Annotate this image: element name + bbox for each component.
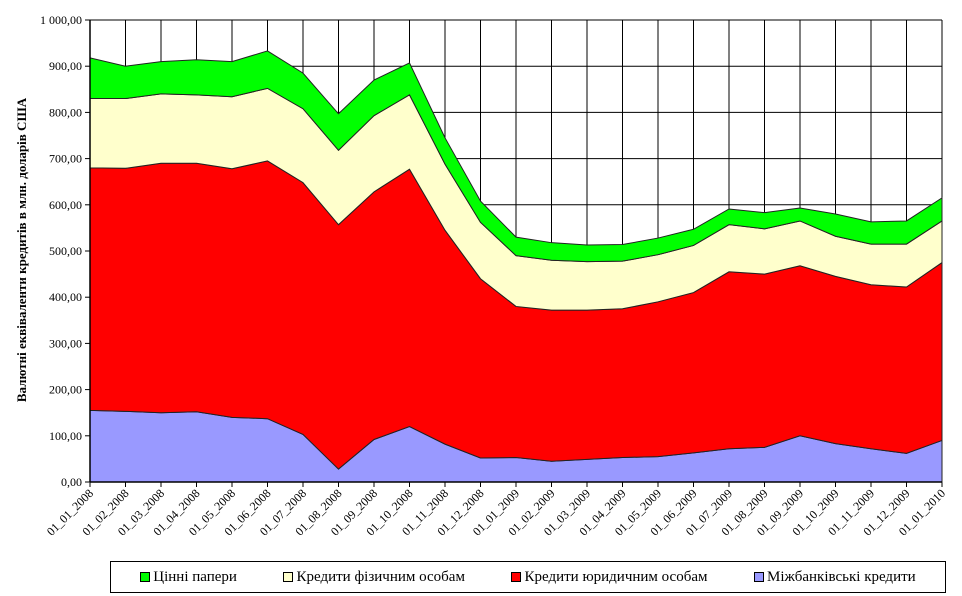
legend-item-individuals: Кредити фізичним особам	[283, 568, 465, 586]
legend-label: Цінні папери	[153, 568, 237, 585]
legend-swatch	[754, 572, 765, 582]
y-axis-label: Валютні еквіваленти кредитів в млн. дола…	[14, 97, 29, 403]
y-tick-label: 300,00	[49, 336, 82, 350]
legend-item-corporate: Кредити юридичним особам	[511, 568, 708, 586]
y-tick-label: 1 000,00	[40, 13, 82, 27]
legend-item-securities: Цінні папери	[140, 569, 237, 586]
legend: Цінні папери Кредити фізичним особам Кре…	[110, 561, 946, 593]
y-tick-label: 400,00	[49, 290, 82, 304]
legend-label: Кредити фізичним особам	[296, 568, 465, 585]
y-tick-label: 900,00	[49, 59, 82, 73]
y-tick-label: 600,00	[49, 198, 82, 212]
y-tick-label: 100,00	[49, 429, 82, 443]
area-Цінні-папери	[89, 50, 943, 263]
y-tick-label: 700,00	[49, 152, 82, 166]
legend-swatch	[283, 572, 294, 582]
legend-swatch	[511, 572, 522, 582]
y-tick-label: 800,00	[49, 105, 82, 119]
legend-label: Міжбанківські кредити	[767, 568, 916, 585]
y-tick-label: 200,00	[49, 383, 82, 397]
legend-item-interbank: Міжбанківські кредити	[754, 569, 916, 586]
legend-swatch	[140, 572, 151, 582]
y-tick-label: 0,00	[61, 475, 82, 489]
y-tick-label: 500,00	[49, 244, 82, 258]
stacked-area-chart: 0,00 100,00 200,00 300,00 400,00 500,00 600,00…	[40, 13, 948, 539]
legend-label: Кредити юридичним особам	[524, 568, 708, 585]
